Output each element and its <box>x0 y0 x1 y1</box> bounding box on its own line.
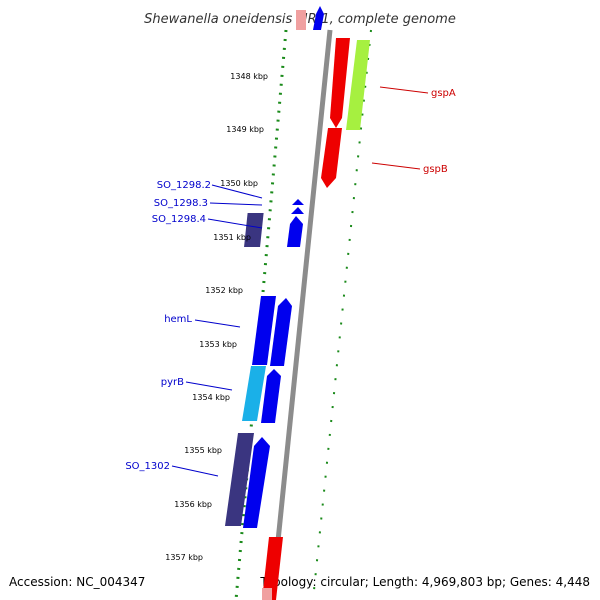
leader-SO_1302 <box>171 465 219 477</box>
leader-pyrB <box>185 381 233 391</box>
label-SO_1302[interactable]: SO_1302 <box>125 461 170 472</box>
gene-SO_1298-4-forward[interactable] <box>287 216 303 247</box>
tick-label-1356: 1356 kbp <box>174 500 212 509</box>
gene-lime[interactable] <box>346 40 370 130</box>
label-SO_1298-4[interactable]: SO_1298.4 <box>152 214 206 225</box>
label-SO_1298-2[interactable]: SO_1298.2 <box>157 180 211 191</box>
leader-SO_1298-2 <box>211 184 263 199</box>
leader-SO_1298-3 <box>209 202 263 206</box>
leader-gspA <box>379 86 429 94</box>
outer-tick-ring <box>312 29 372 600</box>
label-gspA[interactable]: gspA <box>431 88 456 99</box>
leader-hemL <box>194 319 241 328</box>
gene-partial-top-pink[interactable] <box>296 10 306 30</box>
gene-pyrB-forward[interactable] <box>261 369 281 423</box>
label-gspB[interactable]: gspB <box>423 164 448 175</box>
tick-label-1350: 1350 kbp <box>220 179 258 188</box>
tick-label-1354: 1354 kbp <box>192 393 230 402</box>
gene-hemL-forward[interactable] <box>270 298 292 366</box>
genome-backbone <box>269 29 333 600</box>
gene-SO_1298-3[interactable] <box>291 207 304 214</box>
tick-label-1357: 1357 kbp <box>165 553 203 562</box>
tick-label-1352: 1352 kbp <box>205 286 243 295</box>
accession-text: Accession: NC_004347 <box>9 575 145 589</box>
tick-label-1355: 1355 kbp <box>184 446 222 455</box>
gene-gspB[interactable] <box>321 128 342 188</box>
leader-SO_1298-4 <box>207 218 263 229</box>
gene-SO_1302[interactable] <box>225 433 254 526</box>
gene-gspA[interactable] <box>330 38 350 128</box>
label-SO_1298-3[interactable]: SO_1298.3 <box>154 198 208 209</box>
gene-hemL[interactable] <box>252 296 276 365</box>
gene-SO_1298-2[interactable] <box>292 199 304 205</box>
gene-SO_1302-forward[interactable] <box>243 437 270 528</box>
label-pyrB[interactable]: pyrB <box>161 377 184 388</box>
gene-partial-top-forward[interactable] <box>313 6 324 30</box>
gene-partial-bottom-pink[interactable] <box>262 588 272 600</box>
tick-label-1349: 1349 kbp <box>226 125 264 134</box>
gene-partial-bottom-reverse[interactable] <box>262 537 283 600</box>
gene-SO_1298-4-dark[interactable] <box>244 213 264 247</box>
topology-text: Topology: circular; Length: 4,969,803 bp… <box>259 575 590 589</box>
tick-label-1351: 1351 kbp <box>213 233 251 242</box>
tick-label-1353: 1353 kbp <box>199 340 237 349</box>
leader-gspB <box>371 162 421 170</box>
label-hemL[interactable]: hemL <box>164 314 192 325</box>
tick-label-1348: 1348 kbp <box>230 72 268 81</box>
gene-pyrB[interactable] <box>242 366 266 421</box>
